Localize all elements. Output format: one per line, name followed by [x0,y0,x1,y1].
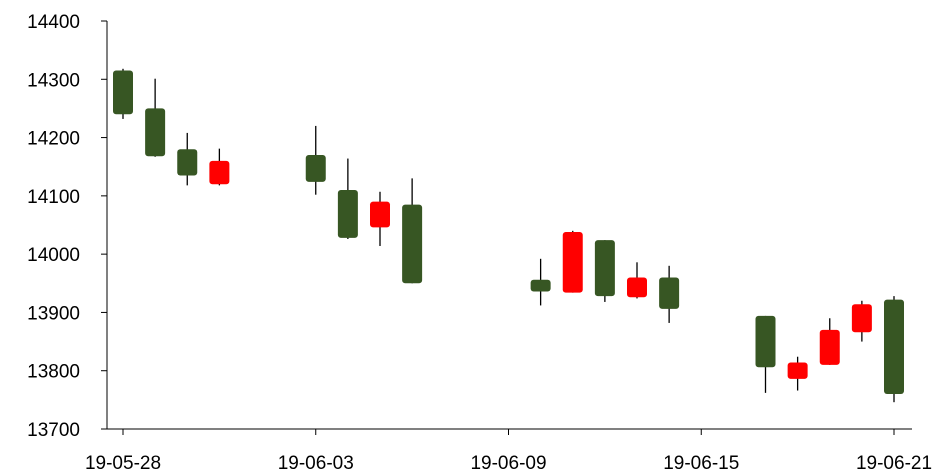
x-tick-label: 19-06-09 [470,453,546,474]
candle-body-down [594,240,615,297]
candle-body-down [305,155,326,182]
y-tick-label: 14300 [27,70,80,91]
wicks-layer [122,68,895,403]
y-tick-label: 14200 [27,129,80,150]
y-tick-label: 14000 [27,245,80,266]
candle-body-up [627,277,647,298]
y-tick-label: 13900 [27,303,80,324]
candle-body-down [402,204,423,284]
candle-body-down [530,279,551,292]
y-tick-label: 13800 [27,362,80,383]
candle-body-up [851,304,872,333]
bodies-layer [113,70,904,395]
candle-body-up [370,201,390,228]
candle-body-down [659,277,680,309]
candle-body-down [145,108,166,157]
x-tick-label: 19-06-03 [278,453,354,474]
candle-body-up [819,329,840,365]
candle-body-down [113,70,133,115]
x-tick-label: 19-06-21 [856,453,932,474]
x-axis-ticks: 19-05-28 19-06-03 19-06-09 19-06-15 19-06-21 [85,429,932,474]
candle-body-up [787,362,808,379]
y-tick-label: 14400 [27,12,80,33]
candle-body-up [562,231,583,293]
candle-body-down [177,149,198,176]
candle-body-down [884,299,904,395]
y-tick-label: 13700 [27,420,80,441]
candle-body-down [337,190,358,238]
y-tick-label: 14100 [27,187,80,208]
candle-body-down [755,315,776,368]
candle-body-up [209,160,230,185]
x-tick-label: 19-05-28 [85,453,161,474]
y-axis-ticks: 13700 13800 13900 14000 14100 14200 14300 14400 [27,12,107,441]
x-tick-label: 19-06-15 [663,453,739,474]
